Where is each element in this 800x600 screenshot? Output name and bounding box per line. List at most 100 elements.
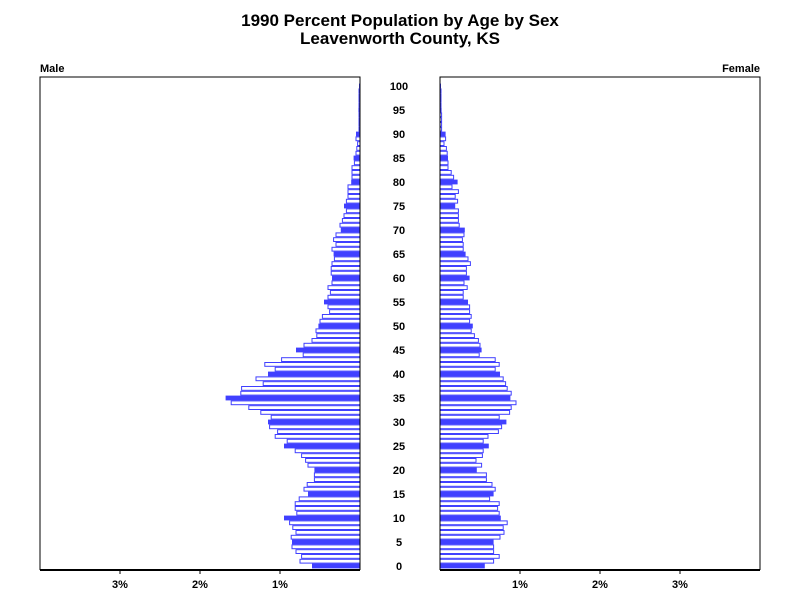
male-bar-age-61	[330, 270, 361, 276]
female-bar-age-39	[439, 376, 504, 382]
female-bar-age-21	[439, 462, 483, 468]
female-bar-age-15	[440, 491, 494, 497]
female-bar-age-22	[439, 458, 477, 463]
female-bar-age-56	[439, 294, 464, 300]
male-bar-age-85	[353, 155, 360, 161]
male-bar-age-21	[307, 462, 361, 468]
male-bar-age-73	[343, 213, 361, 218]
female-bar-age-35	[440, 395, 511, 401]
female-bar-age-6	[439, 534, 501, 540]
female-bar-age-69	[439, 232, 465, 238]
female-bar-age-2	[439, 554, 500, 559]
female-bar-age-48	[439, 333, 475, 339]
male-bar-age-23	[301, 453, 361, 459]
female-bar-age-20	[440, 467, 477, 473]
male-bar-age-55	[324, 299, 360, 305]
male-bar-age-72	[341, 218, 361, 223]
male-bar-age-18	[313, 477, 361, 483]
age-tick-label: 100	[390, 81, 408, 93]
male-bar-age-16	[303, 486, 361, 492]
female-bar-age-54	[439, 304, 471, 310]
male-bar-age-83	[351, 165, 361, 170]
male-bar-age-22	[305, 458, 361, 463]
female-bar-age-26	[439, 438, 484, 444]
male-bar-age-24	[294, 448, 361, 454]
female-bar-age-40	[440, 371, 500, 377]
female-bar-age-81	[439, 174, 455, 180]
female-bar-age-78	[439, 189, 459, 194]
male-bar-age-77	[347, 194, 361, 199]
age-tick-label: 55	[393, 297, 405, 309]
male-bar-age-8	[292, 525, 361, 531]
male-bar-age-82	[351, 170, 361, 175]
male-bar-age-25	[284, 443, 360, 449]
female-bar-age-12	[439, 506, 499, 511]
male-bar-age-19	[313, 472, 361, 478]
female-bar-age-27	[439, 434, 489, 439]
male-bar-age-47	[311, 338, 361, 343]
male-bar-age-69	[335, 232, 361, 238]
age-tick-label: 80	[393, 177, 405, 189]
female-bar-age-76	[439, 198, 459, 204]
female-bar-age-44	[439, 352, 480, 358]
male-bar-age-33	[248, 405, 361, 411]
female-bar-age-83	[439, 165, 449, 170]
female-bar-age-8	[439, 525, 504, 531]
female-label: Female	[722, 63, 760, 75]
female-bar-age-4	[439, 544, 495, 550]
male-bar-age-40	[268, 371, 360, 377]
male-x-tick-label: 3%	[112, 579, 128, 591]
female-bar-age-16	[439, 486, 496, 492]
male-bar-age-42	[264, 362, 361, 367]
female-bar-age-66	[439, 246, 464, 252]
chart-title: 1990 Percent Population by Age by Sex	[241, 11, 559, 30]
age-tick-label: 75	[393, 201, 405, 213]
female-bar-age-32	[439, 410, 511, 415]
chart-subtitle: Leavenworth County, KS	[300, 29, 500, 48]
male-bar-age-53	[329, 309, 361, 315]
female-bar-age-84	[439, 160, 449, 166]
female-bar-age-13	[439, 501, 500, 507]
female-bar-age-34	[439, 400, 517, 406]
male-bar-age-52	[321, 314, 361, 319]
female-bar-age-74	[439, 208, 459, 214]
male-bar-age-9	[289, 520, 361, 526]
male-bar-age-68	[333, 237, 361, 242]
female-bar-age-72	[439, 218, 459, 223]
female-bar-age-73	[439, 213, 459, 218]
female-bar-age-18	[439, 477, 487, 483]
male-bar-age-74	[345, 208, 361, 214]
male-bar-age-49	[315, 328, 361, 334]
female-bar-age-33	[439, 405, 512, 411]
male-bar-age-54	[327, 304, 361, 310]
male-bar-age-67	[335, 242, 361, 247]
female-x-tick-label: 1%	[512, 579, 528, 591]
female-bar-age-79	[439, 184, 453, 190]
male-bar-age-50	[318, 323, 360, 329]
male-bar-age-7	[295, 530, 361, 535]
female-bar-age-89	[439, 136, 447, 142]
male-bar-age-48	[316, 333, 361, 339]
male-bar-age-10	[284, 515, 360, 521]
male-bar-age-2	[301, 554, 361, 559]
female-bar-age-19	[439, 472, 487, 478]
female-bar-age-95	[440, 107, 442, 113]
female-bar-age-36	[439, 390, 512, 396]
male-bar-age-38	[262, 381, 361, 387]
male-bar-age-44	[302, 352, 361, 358]
female-bar-age-70	[440, 227, 465, 233]
male-bar-age-46	[303, 342, 361, 348]
male-bar-age-65	[333, 251, 360, 257]
female-bar-age-31	[439, 414, 500, 420]
male-bar-age-89	[355, 136, 361, 142]
male-bar-age-66	[331, 246, 361, 252]
age-tick-label: 95	[393, 105, 405, 117]
female-bar-age-75	[440, 203, 456, 209]
female-bar-age-46	[439, 342, 481, 348]
female-bar-age-45	[440, 347, 482, 353]
male-bar-age-60	[332, 275, 360, 281]
male-bar-age-34	[230, 400, 361, 406]
male-bar-age-75	[344, 203, 360, 209]
female-bar-age-49	[439, 328, 472, 334]
